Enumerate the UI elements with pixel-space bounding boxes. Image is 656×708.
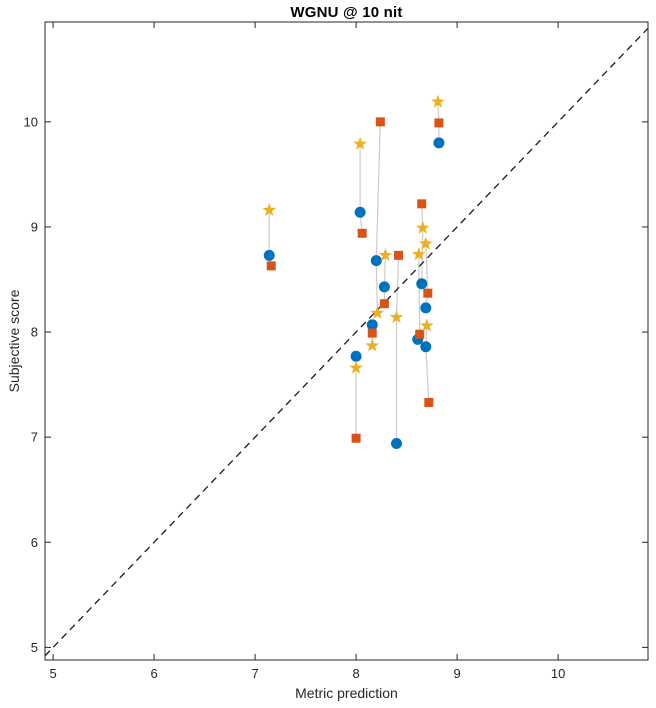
chart-title: WGNU @ 10 nit — [290, 4, 403, 21]
data-point-square — [351, 433, 361, 443]
data-point-square — [367, 328, 377, 338]
data-point-square — [357, 228, 367, 238]
data-point-star — [349, 360, 363, 374]
data-point-star — [431, 94, 445, 108]
data-point-circle — [378, 281, 390, 293]
identity-line — [44, 27, 649, 657]
data-point-circle — [390, 437, 402, 449]
data-point-square — [394, 250, 404, 260]
data-point-square — [266, 261, 276, 271]
plot-frame — [44, 21, 649, 661]
data-point-circle — [350, 350, 362, 362]
y-tick-label: 9 — [31, 219, 38, 234]
data-point-star — [411, 247, 426, 261]
x-tick-label: 9 — [453, 666, 460, 681]
x-tick-label: 6 — [150, 666, 157, 681]
x-tick-label: 8 — [352, 666, 359, 681]
data-point-square — [375, 117, 385, 127]
connector-line — [417, 254, 421, 340]
x-tick-label: 5 — [49, 666, 56, 681]
data-point-circle — [354, 206, 366, 218]
data-point-circle — [370, 255, 382, 267]
connector-line — [383, 255, 386, 304]
data-point-circle — [263, 249, 275, 261]
data-point-square — [415, 329, 425, 339]
x-tick-label: 10 — [551, 666, 565, 681]
data-point-star — [365, 338, 380, 352]
y-tick-label: 10 — [24, 114, 38, 129]
data-point-circle — [433, 137, 445, 149]
data-point-star — [419, 318, 434, 332]
connector-line — [425, 325, 430, 403]
y-tick-label: 5 — [31, 640, 38, 655]
data-point-square — [434, 118, 444, 128]
data-point-star — [378, 248, 393, 262]
y-tick-label: 6 — [31, 535, 38, 550]
x-tick-label: 7 — [251, 666, 258, 681]
data-point-star — [262, 202, 277, 216]
y-tick-label: 7 — [31, 430, 38, 445]
data-point-star — [418, 236, 433, 250]
data-point-circle — [416, 278, 428, 290]
data-point-star — [415, 220, 430, 234]
data-point-circle — [420, 341, 432, 353]
x-axis-label: Metric prediction — [295, 685, 398, 701]
data-point-square — [423, 288, 433, 298]
data-point-square — [424, 397, 434, 407]
connector-line — [425, 243, 429, 308]
data-point-circle — [420, 302, 432, 314]
data-point-square — [417, 199, 427, 209]
data-point-star — [389, 310, 404, 324]
y-axis-label: Subjective score — [6, 289, 22, 393]
data-point-circle — [366, 319, 378, 331]
data-point-square — [379, 299, 389, 309]
connector-line — [359, 143, 363, 234]
connector-line — [395, 255, 400, 444]
data-point-star — [353, 136, 367, 150]
y-tick-label: 8 — [31, 325, 38, 340]
data-point-star — [370, 305, 385, 319]
